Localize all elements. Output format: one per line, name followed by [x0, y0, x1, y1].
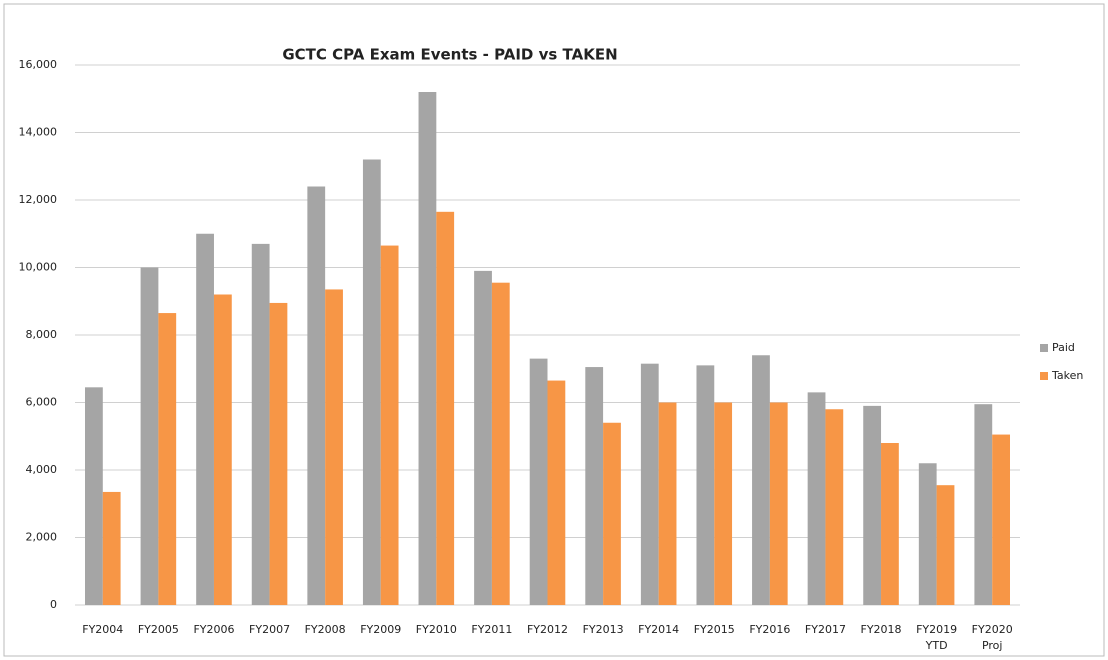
bar — [269, 302, 288, 605]
legend-swatch — [1040, 344, 1048, 352]
bar — [491, 282, 510, 605]
bar — [992, 434, 1010, 605]
bar — [752, 355, 770, 605]
x-tick-label: FY2016 — [749, 623, 790, 636]
y-tick-label: 10,000 — [19, 261, 58, 274]
bar — [807, 392, 826, 605]
bar — [307, 186, 326, 605]
bar — [474, 270, 492, 605]
bar — [863, 405, 882, 605]
bar — [158, 313, 177, 605]
legend-label: Taken — [1051, 369, 1083, 382]
bar — [769, 402, 788, 605]
y-tick-label: 0 — [50, 598, 57, 611]
legend-label: Paid — [1052, 341, 1075, 354]
x-tick-label: FY2009 — [360, 623, 401, 636]
x-tick-label: FY2007 — [249, 623, 290, 636]
bar — [418, 92, 437, 605]
x-tick-label: FY2014 — [638, 623, 679, 636]
x-tick-label: Proj — [982, 639, 1003, 652]
x-tick-label: FY2019 — [916, 623, 957, 636]
x-tick-label: FY2013 — [583, 623, 624, 636]
bar — [380, 245, 399, 605]
bar — [918, 463, 937, 605]
y-tick-label: 4,000 — [26, 463, 58, 476]
x-tick-label: FY2010 — [416, 623, 457, 636]
bar — [974, 404, 993, 605]
bar — [85, 387, 103, 605]
y-tick-label: 12,000 — [19, 193, 58, 206]
bar — [102, 491, 121, 605]
bar — [213, 294, 232, 605]
bar — [603, 422, 621, 605]
bar — [881, 443, 899, 605]
bar — [436, 211, 455, 605]
bar — [362, 159, 381, 605]
bar — [825, 409, 844, 605]
bar — [196, 233, 214, 605]
x-tick-label: FY2006 — [193, 623, 234, 636]
y-tick-label: 8,000 — [26, 328, 58, 341]
x-tick-label: FY2005 — [138, 623, 179, 636]
bar — [529, 358, 548, 605]
x-tick-label: YTD — [925, 639, 948, 652]
x-tick-label: FY2012 — [527, 623, 568, 636]
x-tick-label: FY2020 — [972, 623, 1013, 636]
x-tick-label: FY2011 — [471, 623, 512, 636]
bar — [658, 402, 677, 605]
bar — [696, 365, 715, 605]
bar — [714, 402, 733, 605]
x-tick-label: FY2015 — [694, 623, 735, 636]
bar — [640, 363, 659, 605]
y-tick-label: 6,000 — [26, 396, 58, 409]
bar — [585, 367, 604, 605]
chart-border — [3, 3, 1105, 657]
chart-title: GCTC CPA Exam Events - PAID vs TAKEN — [282, 46, 617, 64]
x-tick-label: FY2017 — [805, 623, 846, 636]
x-tick-label: FY2004 — [82, 623, 123, 636]
y-tick-label: 14,000 — [19, 126, 58, 139]
y-tick-label: 16,000 — [19, 58, 58, 71]
bar — [251, 243, 270, 605]
bar — [547, 380, 566, 605]
legend-swatch — [1040, 372, 1048, 380]
bar — [936, 485, 955, 605]
y-tick-label: 2,000 — [26, 531, 58, 544]
bar — [325, 289, 343, 605]
x-tick-label: FY2018 — [861, 623, 902, 636]
x-tick-label: FY2008 — [305, 623, 346, 636]
bar — [140, 267, 159, 605]
